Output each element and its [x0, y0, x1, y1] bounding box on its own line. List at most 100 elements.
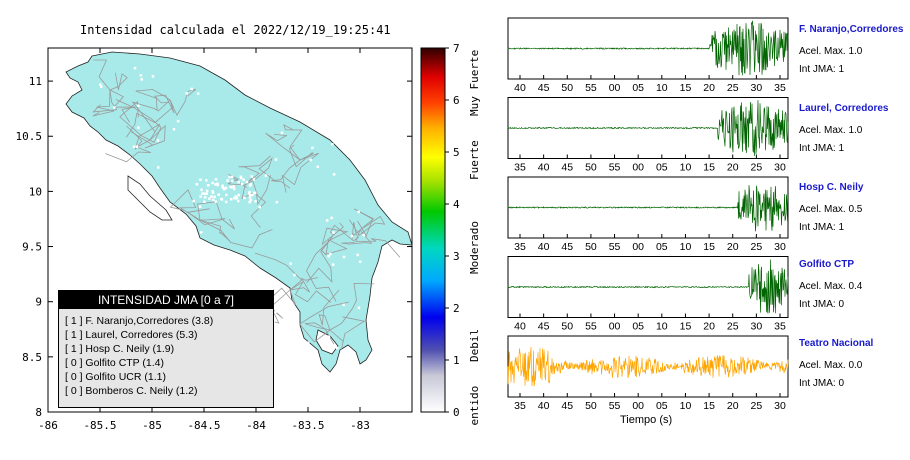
town-marker [220, 198, 224, 201]
trace-x-tick-label: 20 [727, 162, 739, 174]
colorbar-tick-label: 2 [453, 302, 460, 315]
town-marker [213, 195, 216, 199]
trace-x-tick-label: 25 [727, 321, 739, 333]
map-x-tick-label: -84.5 [187, 419, 220, 432]
road-line [126, 123, 161, 150]
trace-x-tick-label: 30 [751, 321, 763, 333]
trace-int-jma: Int JMA: 1 [799, 222, 845, 233]
road-line [119, 100, 151, 141]
map-y-tick-label: 8 [35, 406, 42, 419]
trace-x-tick-label: 15 [703, 400, 715, 412]
map-x-tick-label: -83 [350, 419, 370, 432]
trace-station-name: Hosp C. Neily [799, 182, 864, 193]
trace-x-tick-label: 40 [538, 162, 550, 174]
trace-x-tick-label: 10 [680, 162, 692, 174]
trace-x-tick-label: 05 [656, 162, 668, 174]
town-marker [199, 195, 202, 198]
town-marker [203, 200, 206, 203]
trace-x-tick-label: 15 [703, 241, 715, 253]
town-marker [264, 174, 268, 177]
town-marker [329, 252, 332, 256]
town-marker [325, 219, 329, 222]
road-line [329, 283, 375, 331]
trace-x-tick-label: 20 [703, 82, 715, 94]
road-line [254, 252, 303, 291]
town-markers [99, 66, 365, 350]
trace-x-tick-label: 55 [585, 82, 597, 94]
town-marker [275, 200, 279, 204]
town-marker [214, 200, 218, 203]
trace-waveform [507, 20, 789, 76]
road-line [354, 208, 375, 237]
trace-x-tick-label: 30 [774, 241, 786, 253]
trace-station-name: F. Naranjo,Corredores [799, 24, 904, 35]
trace-waveform [507, 346, 789, 387]
road-line [281, 152, 319, 193]
trace-x-tick-label: 25 [751, 162, 763, 174]
trace-x-tick-label: 05 [656, 241, 668, 253]
trace-x-tick-label: 35 [514, 241, 526, 253]
map-y-tick-label: 10.5 [16, 130, 43, 143]
map-y-tick-label: 9 [35, 296, 42, 309]
trace-x-tick-label: 00 [632, 241, 644, 253]
map-y-tick-label: 8.5 [22, 351, 42, 364]
town-marker [176, 119, 180, 123]
town-marker [240, 182, 244, 186]
legend-row: [ 0 ] Golfito CTP (1.4) [65, 357, 165, 369]
town-marker [151, 75, 155, 78]
seismogram-panel: 40 45 50 55 00 05 10 15 20 25 30 35 35 40 45 50 55 00 05 10… [507, 17, 789, 412]
colorbar-gradient [420, 47, 446, 413]
trace-x-tick-label: 35 [514, 400, 526, 412]
trace-x-axis-label: Tiempo (s) [620, 414, 673, 426]
trace-int-jma: Int JMA: 0 [799, 378, 845, 389]
intensity-colorbar: 0 1 2 3 4 5 6 7 No sentido Debil Moderado Fuert… [420, 42, 481, 425]
town-marker [113, 106, 116, 109]
road-line [169, 189, 201, 221]
trace-waveform [507, 185, 789, 232]
road-network [92, 59, 401, 351]
trace-x-tick-label: 40 [538, 400, 550, 412]
town-marker [224, 200, 228, 204]
trace-x-tick-label: 00 [609, 321, 621, 333]
colorbar-tick-label: 6 [453, 94, 460, 107]
colorbar-tick-label: 7 [453, 42, 460, 55]
map-y-tick-label: 10 [29, 185, 42, 198]
costa-rica-land [65, 51, 413, 373]
trace-x-tick-label: 10 [656, 82, 668, 94]
town-marker [242, 178, 245, 181]
town-marker [205, 179, 208, 182]
town-marker [274, 158, 278, 161]
road-line [93, 59, 111, 91]
town-marker [222, 187, 226, 191]
town-marker [248, 192, 251, 195]
town-marker [237, 180, 240, 184]
town-marker [185, 92, 188, 95]
town-marker [234, 195, 238, 198]
map-x-tick-label: -83.5 [291, 419, 324, 432]
trace-x-tick-label: 35 [514, 162, 526, 174]
town-marker [199, 178, 202, 181]
trace-x-tick-label: 40 [538, 241, 550, 253]
trace-x-tick-label: 50 [561, 82, 573, 94]
trace-x-tick-label: 20 [703, 321, 715, 333]
town-marker [231, 186, 234, 189]
town-marker [132, 145, 136, 148]
trace-x-tick-label: 50 [561, 321, 573, 333]
town-marker [139, 74, 143, 77]
trace-x-tick-label: 10 [680, 400, 692, 412]
town-marker [133, 66, 137, 70]
town-marker [250, 175, 253, 178]
town-marker [190, 87, 193, 91]
trace-acel-max: Acel. Max. 0.5 [799, 204, 863, 215]
town-marker [274, 310, 277, 314]
town-marker [217, 193, 220, 196]
road-line [109, 72, 128, 91]
road-line [92, 89, 115, 117]
town-marker [226, 179, 229, 182]
trace-acel-max: Acel. Max. 1.0 [799, 46, 863, 57]
colorbar-tick-label: 0 [453, 406, 460, 419]
trace-x-tick-label: 15 [680, 82, 692, 94]
road-line [92, 89, 118, 113]
town-marker [248, 196, 252, 199]
town-marker [192, 199, 195, 203]
